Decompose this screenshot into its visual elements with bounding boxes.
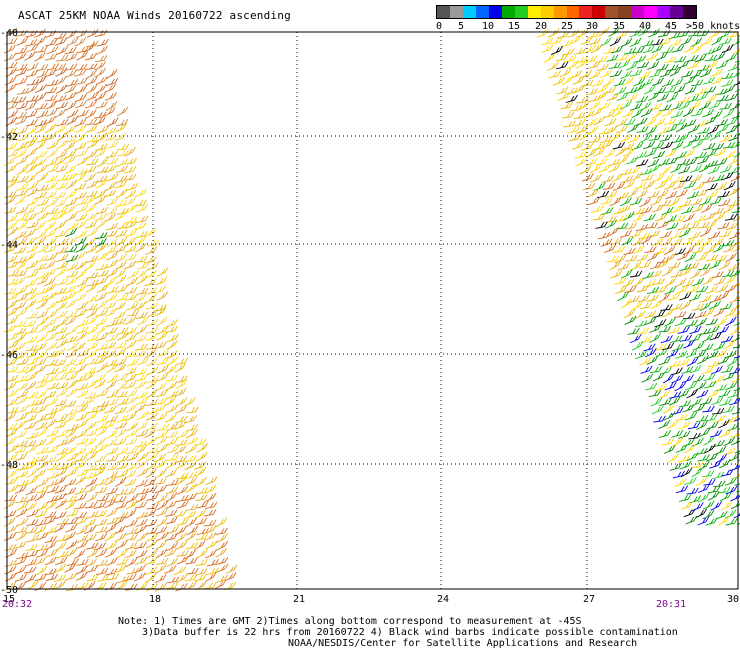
- legend-color-bar: [436, 5, 697, 19]
- lon-tick-label: 18: [149, 594, 161, 605]
- lat-tick-label: -50: [0, 585, 18, 596]
- left-swath-time: 20:32: [2, 599, 33, 610]
- legend-swatch: [514, 6, 528, 18]
- lat-tick-label: -48: [0, 460, 18, 471]
- legend-label: 45: [665, 21, 678, 32]
- map-frame: [6, 31, 739, 590]
- note-line-2: 3)Data buffer is 22 hrs from 20160722 4)…: [142, 627, 678, 638]
- axis-tick-labels: 15 18 21 24 27 30 -40 -42 -44 -46 -48 -50: [0, 28, 739, 605]
- legend-labels: 0 5 10 15 20 25 30 35 40 45 >50 knots: [436, 21, 740, 35]
- lon-tick-label: 15: [3, 594, 15, 605]
- note-line-3: NOAA/NESDIS/Center for Satellite Applica…: [288, 638, 638, 649]
- legend-label: 5: [458, 21, 465, 32]
- legend-label: 30: [586, 21, 599, 32]
- lon-tick-label: 24: [437, 594, 449, 605]
- legend-swatch: [462, 6, 476, 18]
- legend-label: 35: [613, 21, 626, 32]
- legend-swatch: [618, 6, 632, 18]
- legend-swatch: [553, 6, 567, 18]
- legend-label: 25: [561, 21, 574, 32]
- lat-tick-label: -42: [0, 132, 18, 143]
- legend-swatch: [644, 6, 658, 18]
- map-title: ASCAT 25KM NOAA Winds 20160722 ascending: [18, 9, 291, 22]
- footnotes: Note: 1) Times are GMT 2)Times along bot…: [118, 616, 678, 649]
- legend-label: 0: [436, 21, 443, 32]
- legend-swatch: [605, 6, 619, 18]
- legend-label: 15: [508, 21, 521, 32]
- legend-label: >50 knots: [686, 21, 740, 32]
- legend-swatch: [657, 6, 671, 18]
- legend-swatch: [566, 6, 580, 18]
- legend-swatch: [449, 6, 463, 18]
- legend-label: 20: [535, 21, 548, 32]
- lon-tick-label: 27: [583, 594, 595, 605]
- legend-swatch: [527, 6, 541, 18]
- legend-swatch: [670, 6, 684, 18]
- lat-tick-label: -44: [0, 240, 18, 251]
- note-line-1: Note: 1) Times are GMT 2)Times along bot…: [118, 616, 582, 627]
- legend-label: 10: [482, 21, 495, 32]
- lat-tick-label: -40: [0, 28, 18, 39]
- wind-speed-legend: 0 5 10 15 20 25 30 35 40 45 >50 knots: [436, 5, 740, 35]
- wind-barbs-layer: [3, 26, 740, 592]
- legend-label: 40: [639, 21, 652, 32]
- legend-swatch: [592, 6, 606, 18]
- legend-swatch: [488, 6, 502, 18]
- lat-tick-label: -46: [0, 350, 18, 361]
- legend-swatch: [631, 6, 645, 18]
- legend-swatch: [501, 6, 515, 18]
- legend-swatch: [475, 6, 489, 18]
- lon-tick-label: 21: [293, 594, 305, 605]
- lat-lon-grid: [7, 32, 738, 589]
- lon-tick-label: 30: [727, 594, 739, 605]
- legend-swatch: [540, 6, 554, 18]
- legend-swatch: [579, 6, 593, 18]
- right-swath-time: 20:31: [656, 599, 687, 610]
- legend-swatch: [437, 6, 450, 18]
- legend-swatch: [683, 6, 697, 18]
